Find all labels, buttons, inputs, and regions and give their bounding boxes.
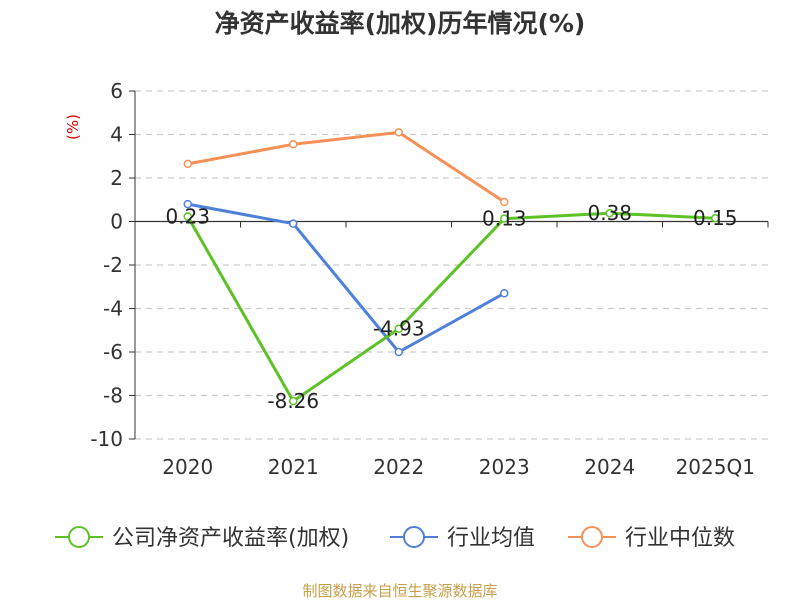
data-label: -8.26 [267, 389, 319, 413]
x-tick-label: 2024 [584, 455, 635, 479]
legend-swatch-marker [68, 526, 90, 548]
chart-title: 净资产收益率(加权)历年情况(%) [215, 9, 586, 38]
y-axis-label: (%) [64, 114, 82, 140]
y-tick-label: -10 [90, 427, 123, 451]
legend-label: 行业中位数 [625, 526, 735, 551]
data-point [605, 208, 614, 218]
data-label: 0.38 [587, 201, 632, 225]
x-tick-label: 2020 [162, 455, 213, 479]
y-tick-label: 4 [110, 123, 123, 147]
x-tick-label: 2025Q1 [676, 455, 755, 479]
legend-item-1: 行业均值 [390, 526, 535, 551]
data-point [500, 289, 509, 298]
data-point [711, 213, 720, 223]
data-point [394, 128, 403, 137]
series-line-0 [186, 211, 716, 403]
source-note: 制图数据来自恒生聚源数据库 [302, 582, 497, 600]
y-tick-label: -2 [103, 253, 123, 277]
data-point [394, 324, 403, 333]
data-label: 0.23 [165, 204, 210, 228]
legend-label: 公司净资产收益率(加权) [112, 526, 349, 551]
y-tick-label: -8 [103, 384, 123, 408]
data-label: 0.15 [693, 206, 738, 230]
data-label: -4.93 [373, 317, 425, 341]
x-tick-label: 2022 [373, 455, 424, 479]
legend-label: 行业均值 [447, 526, 535, 551]
series-line-1 [187, 202, 505, 354]
data-label: 0.13 [482, 207, 527, 231]
legend-swatch-marker [581, 526, 603, 548]
data-point [183, 199, 192, 209]
data-point [183, 212, 192, 221]
y-tick-label: -4 [103, 297, 123, 321]
data-point [500, 214, 509, 223]
y-tick-label: 6 [110, 79, 123, 103]
legend-swatch-marker [403, 526, 425, 548]
data-point [289, 140, 298, 149]
data-point [289, 219, 298, 228]
y-tick-label: 2 [110, 166, 123, 190]
data-point [289, 396, 298, 406]
legend-item-2: 行业中位数 [568, 526, 735, 551]
legend-item-0: 公司净资产收益率(加权) [55, 526, 349, 551]
x-tick-label: 2023 [479, 455, 530, 479]
x-tick-label: 2021 [268, 455, 319, 479]
series-line-2 [187, 130, 506, 204]
y-tick-label: 0 [110, 210, 123, 234]
y-tick-label: -6 [103, 340, 123, 364]
data-point [500, 197, 509, 207]
data-point [183, 159, 192, 169]
data-point [394, 347, 403, 357]
